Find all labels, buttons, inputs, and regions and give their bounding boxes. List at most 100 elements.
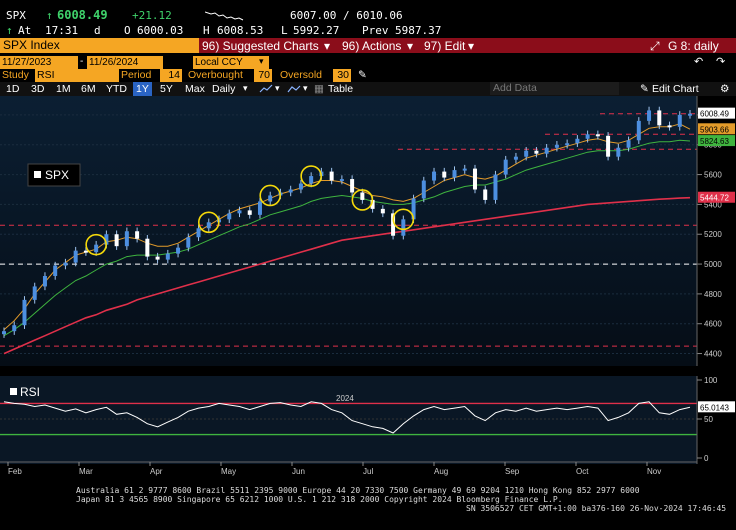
range-1y[interactable]: 1Y xyxy=(133,82,152,96)
high-label: H xyxy=(203,24,210,37)
period-field[interactable]: 14 xyxy=(160,69,182,82)
candle-body xyxy=(196,228,201,238)
study-label: Study xyxy=(2,69,29,81)
candle-body xyxy=(452,170,457,178)
currency-caret-icon[interactable]: ▾ xyxy=(259,56,264,66)
pencil-icon[interactable]: ✎ xyxy=(358,69,367,81)
candle-body xyxy=(227,213,232,220)
candle-body xyxy=(53,265,58,276)
prev-value: 5987.37 xyxy=(395,24,442,37)
candle-body xyxy=(432,171,437,181)
candle-body xyxy=(667,125,672,128)
rsi-last-box xyxy=(698,401,735,413)
rsi-y-axis: 0 50 100 65.0143 xyxy=(696,376,735,464)
add-data-input[interactable]: Add Data xyxy=(490,82,619,95)
candle-body xyxy=(524,150,529,157)
start-date-field[interactable]: 11/27/2023 xyxy=(0,56,78,69)
range-1m[interactable]: 1M xyxy=(56,83,71,95)
candle-body xyxy=(114,234,119,247)
moving-average-line xyxy=(3,196,691,355)
range-5y[interactable]: 5Y xyxy=(160,83,173,95)
highlight-circle xyxy=(300,165,322,187)
candle-body xyxy=(380,208,385,214)
range-toolbar: 1D 3D 1M 6M YTD 1Y 5Y Max Daily ▾ ▾ ▾ ▦ … xyxy=(0,82,736,96)
table-icon[interactable]: ▦ xyxy=(314,83,324,95)
low-value: 5992.27 xyxy=(293,24,340,37)
range-1d[interactable]: 1D xyxy=(6,83,20,95)
year-label: 2024 xyxy=(336,394,354,403)
price-change: +21.12 xyxy=(132,9,172,22)
quote-bar: SPX ↑ 6008.49 +21.12 6007.00 / 6010.06 ↑… xyxy=(0,0,736,38)
oversold-field[interactable]: 30 xyxy=(333,69,351,82)
candle-body xyxy=(370,199,375,209)
candle-body xyxy=(309,176,314,184)
spx-legend-swatch xyxy=(34,171,41,178)
actions-caret-icon[interactable]: ▾ xyxy=(407,39,414,53)
candle-body xyxy=(247,210,252,215)
footer-line-1: Australia 61 2 9777 8600 Brazil 5511 239… xyxy=(76,486,640,495)
overlay-icon[interactable] xyxy=(287,84,301,94)
range-3d[interactable]: 3D xyxy=(31,83,45,95)
frequency-select[interactable]: Daily xyxy=(212,83,236,95)
x-tick-label: Nov xyxy=(647,467,661,476)
candle-body xyxy=(83,250,88,253)
x-tick-label: Oct xyxy=(576,467,589,476)
last-value-box xyxy=(698,123,735,135)
edit-menu[interactable]: 97) Edit xyxy=(424,39,466,53)
low-label: L xyxy=(281,24,288,37)
x-tick-label: Jul xyxy=(363,467,373,476)
actions-menu[interactable]: 96) Actions xyxy=(342,39,402,53)
y-tick-label: 4800 xyxy=(704,290,722,299)
edit-caret-icon[interactable]: ▾ xyxy=(468,39,475,53)
candle-body xyxy=(42,276,47,287)
currency-select[interactable]: Local CCY xyxy=(193,56,269,69)
rsi-tick-label: 0 xyxy=(704,454,709,463)
study-select[interactable]: RSI xyxy=(35,69,119,82)
chart-type-caret-icon[interactable]: ▾ xyxy=(275,83,280,93)
candle-body xyxy=(401,219,406,236)
date-dash: - xyxy=(80,56,84,67)
redo-icon[interactable]: ↷ xyxy=(716,56,726,68)
x-tick-label: Apr xyxy=(150,467,163,476)
overlay-caret-icon[interactable]: ▾ xyxy=(303,83,308,93)
candle-body xyxy=(94,244,99,253)
candle-body xyxy=(73,250,78,263)
time-unit: d xyxy=(94,24,101,37)
candle-body xyxy=(626,140,631,148)
overbought-field[interactable]: 70 xyxy=(254,69,272,82)
candle-body xyxy=(145,238,150,257)
candle-body xyxy=(104,234,109,245)
suggested-caret-icon[interactable]: ▾ xyxy=(324,39,331,53)
title-bar: SPX Index 96) Suggested Charts ▾ 96) Act… xyxy=(0,38,736,53)
price-candles xyxy=(2,106,692,338)
expand-icon[interactable]: ⤢ xyxy=(650,39,660,53)
settings-gear-icon[interactable]: ⚙ xyxy=(720,83,730,95)
rsi-line xyxy=(3,401,691,434)
range-max[interactable]: Max xyxy=(185,83,205,95)
undo-icon[interactable]: ↶ xyxy=(694,56,704,68)
candle-body xyxy=(186,237,191,248)
range-ytd[interactable]: YTD xyxy=(106,83,127,95)
candle-body xyxy=(360,192,365,200)
suggested-charts-menu[interactable]: 96) Suggested Charts xyxy=(202,39,319,53)
candle-body xyxy=(513,156,518,160)
last-value-labels: 6008.49 5903.66 5824.63 5444.72 xyxy=(698,107,735,203)
edit-chart-button[interactable]: Edit Chart xyxy=(652,83,699,95)
edit-chart-pencil-icon[interactable]: ✎ xyxy=(640,83,649,95)
candle-body xyxy=(176,247,181,254)
end-date-field[interactable]: 11/26/2024 xyxy=(87,56,163,69)
candle-body xyxy=(165,253,170,260)
range-6m[interactable]: 6M xyxy=(81,83,96,95)
table-button[interactable]: Table xyxy=(328,83,354,95)
frequency-caret-icon[interactable]: ▾ xyxy=(243,83,248,93)
period-label: Period xyxy=(121,69,152,81)
highlight-circle xyxy=(259,184,282,207)
moving-average-line xyxy=(3,139,691,337)
line-chart-icon[interactable] xyxy=(259,84,273,94)
open-label: O xyxy=(124,24,131,37)
rsi-panel-background xyxy=(0,376,697,464)
y-tick-label: 5000 xyxy=(704,260,722,269)
x-tick-label: Jun xyxy=(292,467,305,476)
candle-body xyxy=(616,147,621,157)
open-value: 6000.03 xyxy=(137,24,184,37)
